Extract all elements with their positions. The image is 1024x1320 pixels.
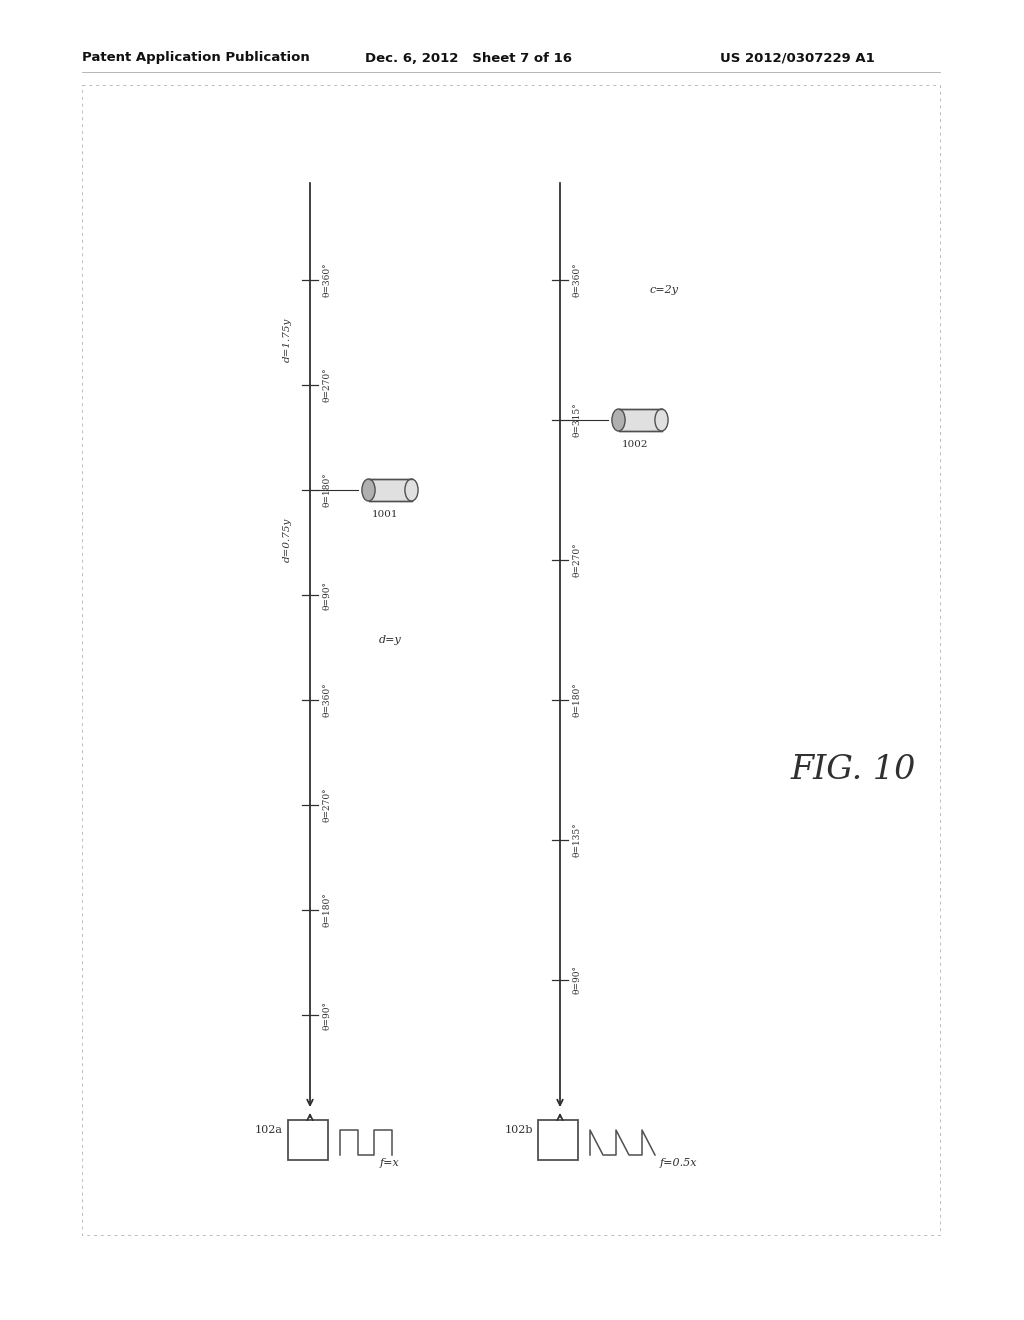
Text: θ=180°: θ=180° xyxy=(322,892,331,928)
Text: θ=360°: θ=360° xyxy=(572,263,581,297)
Text: θ=315°: θ=315° xyxy=(572,403,581,437)
Text: f=x: f=x xyxy=(380,1158,399,1168)
Text: d=y: d=y xyxy=(379,635,401,645)
Text: θ=270°: θ=270° xyxy=(572,543,581,577)
Text: FIG. 10: FIG. 10 xyxy=(790,754,915,785)
Text: US 2012/0307229 A1: US 2012/0307229 A1 xyxy=(720,51,874,65)
Text: Dec. 6, 2012   Sheet 7 of 16: Dec. 6, 2012 Sheet 7 of 16 xyxy=(365,51,572,65)
Bar xyxy=(288,1119,328,1160)
Text: θ=270°: θ=270° xyxy=(322,788,331,822)
Ellipse shape xyxy=(612,409,625,432)
Text: θ=90°: θ=90° xyxy=(572,965,581,994)
Text: f=0.5x: f=0.5x xyxy=(660,1158,697,1168)
Text: θ=90°: θ=90° xyxy=(322,581,331,610)
Text: θ=360°: θ=360° xyxy=(322,682,331,717)
Text: θ=180°: θ=180° xyxy=(322,473,331,507)
Text: θ=135°: θ=135° xyxy=(572,822,581,858)
Text: c=2y: c=2y xyxy=(650,285,679,294)
Ellipse shape xyxy=(655,409,668,432)
Bar xyxy=(538,1119,578,1160)
Text: d=1.75y: d=1.75y xyxy=(283,318,292,362)
Text: θ=270°: θ=270° xyxy=(322,368,331,403)
Text: 1001: 1001 xyxy=(372,510,398,519)
Text: θ=360°: θ=360° xyxy=(322,263,331,297)
FancyBboxPatch shape xyxy=(369,479,412,502)
Text: 1002: 1002 xyxy=(622,440,648,449)
Text: θ=180°: θ=180° xyxy=(572,682,581,717)
Text: d=0.75y: d=0.75y xyxy=(283,517,292,562)
Text: θ=90°: θ=90° xyxy=(322,1001,331,1030)
Ellipse shape xyxy=(404,479,418,502)
Text: Patent Application Publication: Patent Application Publication xyxy=(82,51,309,65)
FancyBboxPatch shape xyxy=(618,409,662,432)
Ellipse shape xyxy=(361,479,375,502)
Text: 102a: 102a xyxy=(255,1125,283,1135)
Text: 102b: 102b xyxy=(505,1125,534,1135)
